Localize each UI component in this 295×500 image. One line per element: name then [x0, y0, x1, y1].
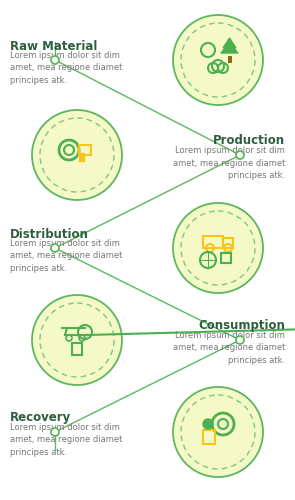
Bar — [223, 238, 233, 248]
Bar — [221, 253, 231, 263]
Bar — [72, 343, 82, 355]
Circle shape — [51, 244, 59, 252]
Circle shape — [236, 151, 244, 159]
Polygon shape — [221, 43, 238, 53]
Bar — [227, 56, 232, 63]
Polygon shape — [223, 38, 236, 48]
Bar — [79, 145, 91, 155]
Circle shape — [32, 295, 122, 385]
Text: Lorem ipsum dolor sit dim
amet, mea regione diamet
principes atk.: Lorem ipsum dolor sit dim amet, mea regi… — [173, 331, 285, 365]
Circle shape — [203, 419, 213, 429]
Text: Consumption: Consumption — [198, 320, 285, 332]
Circle shape — [51, 428, 59, 436]
Text: Lorem ipsum dolor sit dim
amet, mea regione diamet
principes atk.: Lorem ipsum dolor sit dim amet, mea regi… — [10, 239, 122, 273]
Text: Distribution: Distribution — [10, 228, 89, 240]
Bar — [203, 236, 223, 248]
Bar — [203, 430, 215, 444]
Circle shape — [173, 203, 263, 293]
Circle shape — [51, 56, 59, 64]
Circle shape — [173, 387, 263, 477]
Text: Recovery: Recovery — [10, 412, 71, 424]
Circle shape — [236, 336, 244, 344]
Circle shape — [173, 15, 263, 105]
Bar — [79, 153, 84, 161]
Text: Raw Material: Raw Material — [10, 40, 97, 52]
Circle shape — [32, 110, 122, 200]
Text: Lorem ipsum dolor sit dim
amet, mea regione diamet
principes atk.: Lorem ipsum dolor sit dim amet, mea regi… — [10, 423, 122, 457]
Text: Production: Production — [213, 134, 285, 147]
Text: Lorem ipsum dolor sit dim
amet, mea regione diamet
principes atk.: Lorem ipsum dolor sit dim amet, mea regi… — [10, 51, 122, 85]
Text: Lorem ipsum dolor sit dim
amet, mea regione diamet
principes atk.: Lorem ipsum dolor sit dim amet, mea regi… — [173, 146, 285, 180]
